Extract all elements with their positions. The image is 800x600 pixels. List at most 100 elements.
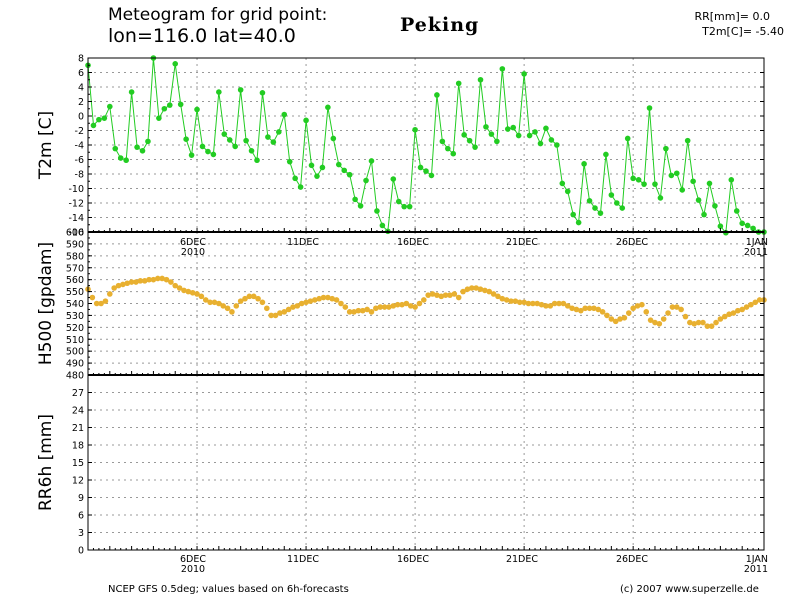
h500-data-point xyxy=(573,306,580,313)
t2m-data-point xyxy=(548,137,555,143)
t2m-data-point xyxy=(570,211,576,218)
t2m-data-point xyxy=(194,106,200,113)
y-tick-label: 490 xyxy=(66,359,84,370)
t2m-data-point xyxy=(412,126,418,133)
h500-data-point xyxy=(442,292,449,298)
h500-data-point xyxy=(355,307,362,314)
h500-data-point xyxy=(216,300,222,307)
t2m-data-point xyxy=(608,192,615,198)
y-tick-label: 0 xyxy=(78,112,84,123)
t2m-data-point xyxy=(494,138,500,145)
h500-data-point xyxy=(264,305,270,312)
t2m-data-point xyxy=(166,102,173,108)
h500-data-point xyxy=(237,298,244,304)
h500-data-point xyxy=(704,323,711,329)
y-tick-label: 590 xyxy=(66,239,84,250)
h500-data-point xyxy=(643,309,650,315)
y-tick-label: 600 xyxy=(66,228,84,239)
t2m-data-point xyxy=(510,124,517,131)
h500-data-point xyxy=(290,304,296,310)
t2m-data-point xyxy=(526,132,533,139)
t2m-data-point xyxy=(728,177,735,183)
h500-data-point xyxy=(416,300,423,307)
h500-data-point xyxy=(665,310,671,316)
x-tick-year-label: 2010 xyxy=(181,247,205,258)
x-tick-label: 1JAN xyxy=(746,554,768,565)
t2m-data-point xyxy=(357,203,364,209)
h500-data-point xyxy=(547,303,554,309)
t2m-data-point xyxy=(107,103,113,110)
t2m-data-point xyxy=(690,178,696,185)
t2m-data-point xyxy=(701,211,707,218)
t2m-data-point xyxy=(477,76,484,83)
h500-data-point xyxy=(564,303,571,309)
y-axis-title: H500 [gpdam] xyxy=(36,242,56,365)
t2m-data-point xyxy=(581,161,587,167)
y-tick-label: 500 xyxy=(66,347,84,358)
h500-data-point xyxy=(551,300,558,307)
h500-data-point xyxy=(281,309,288,315)
h500-data-point xyxy=(634,303,641,309)
t2m-data-point xyxy=(641,181,647,187)
t2m-data-point xyxy=(630,175,636,182)
x-tick-label: 6DEC xyxy=(180,237,206,248)
h500-data-point xyxy=(124,280,131,287)
t2m-data-point xyxy=(472,144,478,150)
t2m-data-point xyxy=(521,71,527,77)
y-tick-label: 27 xyxy=(72,388,84,399)
h500-data-point xyxy=(717,316,724,322)
h500-data-point xyxy=(647,317,654,323)
t2m-data-point xyxy=(406,203,413,210)
h500-data-point xyxy=(181,287,187,294)
t2m-data-point xyxy=(123,157,129,164)
h500-data-point xyxy=(687,319,693,326)
h500-data-point xyxy=(141,278,148,284)
y-tick-label: 540 xyxy=(66,299,84,310)
t2m-data-point xyxy=(156,115,162,121)
h500-data-point xyxy=(543,303,549,309)
t2m-data-point xyxy=(390,176,397,182)
t2m-data-point xyxy=(673,170,680,177)
h500-data-point xyxy=(325,294,331,301)
y-tick-label: 560 xyxy=(66,275,84,286)
h500-data-point xyxy=(242,295,248,302)
h500-data-point xyxy=(534,300,541,307)
t2m-data-point xyxy=(254,157,260,164)
h500-data-point xyxy=(652,319,658,326)
h500-data-point xyxy=(259,299,266,306)
h500-data-point xyxy=(329,295,336,302)
t2m-data-point xyxy=(401,203,407,210)
h500-data-point xyxy=(499,295,506,302)
y-tick-label: 2 xyxy=(78,97,84,108)
t2m-data-point xyxy=(423,168,429,174)
x-tick-year-label: 2010 xyxy=(181,564,205,575)
h500-data-point xyxy=(194,291,200,297)
label-layer: 8 6 4 2 0 -2 -4 -6 -8 -10 -12 -14 -16 T2m [C] 60059058… xyxy=(36,54,768,576)
grid-point-coordinates: lon=116.0 lat=40.0 xyxy=(108,25,296,47)
h500-data-point xyxy=(477,286,484,293)
t2m-data-point xyxy=(428,172,435,179)
t2m-data-point xyxy=(172,61,179,67)
y-tick-label: -10 xyxy=(68,184,84,195)
h500-data-point xyxy=(163,276,170,283)
h500-data-point xyxy=(316,295,322,302)
x-tick-label: 21DEC xyxy=(506,554,538,565)
h500-data-point xyxy=(133,279,139,285)
t2m-data-point xyxy=(395,198,402,205)
y-tick-label: 21 xyxy=(72,423,84,434)
h500-data-point xyxy=(569,305,575,312)
t2m-data-point xyxy=(303,117,309,124)
t2m-data-point xyxy=(183,136,189,142)
h500-data-point xyxy=(102,298,109,304)
h500-data-point xyxy=(434,292,440,298)
h500-data-point xyxy=(460,288,466,295)
t2m-data-point xyxy=(281,111,288,118)
h500-data-point xyxy=(390,303,397,309)
t2m-data-point xyxy=(265,134,271,140)
t2m-data-point xyxy=(145,138,151,145)
t2m-data-point xyxy=(308,162,315,169)
t2m-data-point xyxy=(96,116,102,123)
h500-data-point xyxy=(582,305,588,312)
t2m-data-point xyxy=(374,208,380,214)
h500-data-point xyxy=(115,282,122,289)
